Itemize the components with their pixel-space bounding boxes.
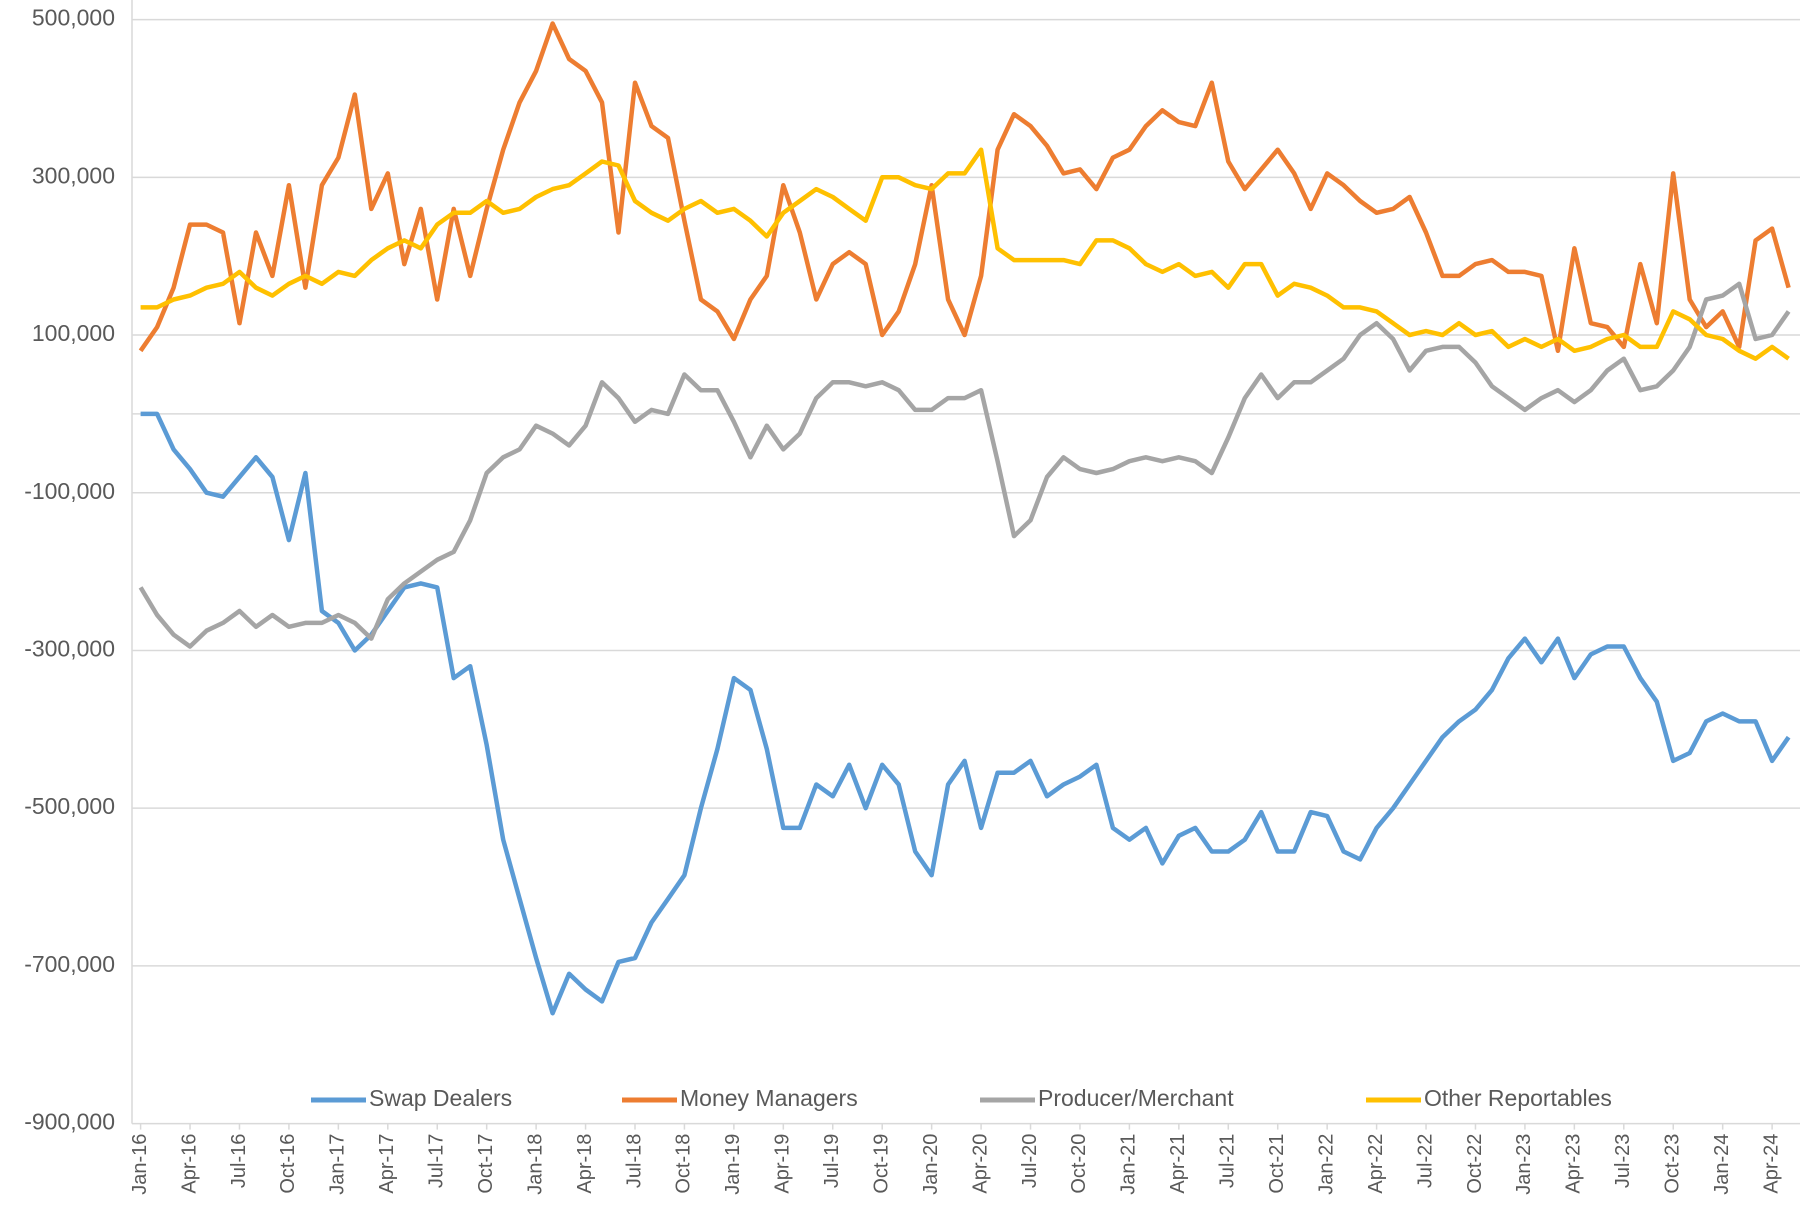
x-tick-label: Jul-23 [1612,1134,1634,1188]
legend-label: Swap Dealers [369,1085,512,1111]
y-tick-label: -900,000 [24,1109,115,1135]
legend-label: Money Managers [680,1085,858,1111]
x-tick-label: Oct-17 [475,1134,497,1194]
x-tick-label: Jul-18 [623,1134,645,1188]
y-tick-label: -700,000 [24,951,115,977]
x-tick-label: Jan-24 [1711,1134,1733,1195]
series-line [138,281,1791,649]
x-tick-label: Oct-22 [1464,1134,1486,1194]
x-tick-label: Jul-22 [1414,1134,1436,1188]
x-tick-label: Oct-20 [1068,1134,1090,1194]
legend-label: Other Reportables [1424,1085,1612,1111]
x-tick-label: Oct-16 [277,1134,299,1194]
x-tick-label: Jan-23 [1513,1134,1535,1195]
y-tick-label: -100,000 [24,478,115,504]
x-tick-label: Jan-17 [327,1134,349,1195]
series-line [138,21,1791,354]
x-tick-label: Jan-19 [722,1134,744,1195]
x-tick-label: Oct-18 [673,1134,695,1194]
x-tick-label: Apr-24 [1760,1134,1782,1194]
series-line [140,411,1791,1016]
x-tick-label: Apr-16 [178,1134,200,1194]
x-tick-label: Apr-19 [772,1134,794,1194]
y-tick-label: 300,000 [32,162,115,188]
x-tick-label: Apr-20 [969,1134,991,1194]
x-tick-label: Jan-16 [129,1134,151,1195]
x-tick-label: Oct-19 [870,1134,892,1194]
x-tick-label: Oct-23 [1662,1134,1684,1194]
y-tick-label: -300,000 [24,636,115,662]
x-tick-label: Jul-16 [228,1134,250,1188]
x-tick-label: Apr-18 [574,1134,596,1194]
x-tick-label: Jan-22 [1315,1134,1337,1195]
x-tick-label: Jul-21 [1217,1134,1239,1188]
y-tick-label: 500,000 [32,5,115,31]
x-tick-label: Apr-17 [376,1134,398,1194]
legend-label: Producer/Merchant [1038,1085,1234,1111]
x-tick-label: Jan-18 [524,1134,546,1195]
x-tick-label: Jul-19 [821,1134,843,1188]
x-tick-label: Apr-21 [1167,1134,1189,1194]
x-tick-label: Jan-20 [920,1134,942,1195]
series-line [140,147,1790,361]
y-tick-label: -500,000 [24,793,115,819]
x-tick-label: Oct-21 [1266,1134,1288,1194]
x-tick-label: Jul-20 [1019,1134,1041,1188]
x-tick-label: Apr-23 [1563,1134,1585,1194]
x-tick-label: Apr-22 [1365,1134,1387,1194]
x-tick-label: Jul-17 [426,1134,448,1188]
x-tick-label: Jan-21 [1118,1134,1140,1195]
y-tick-label: 100,000 [32,320,115,346]
